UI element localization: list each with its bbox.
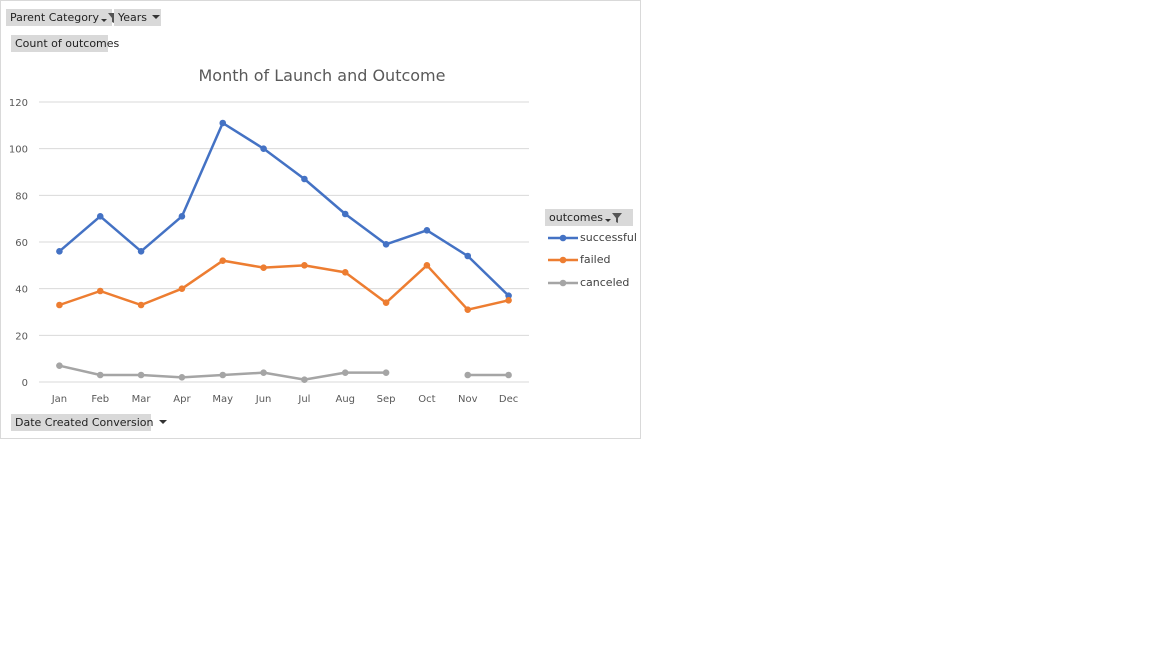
legend-swatch-successful [548,234,578,242]
y-tick-label: 0 [22,378,28,389]
data-point-successful[interactable] [423,227,431,234]
axis-field-label: Date Created Conversion [15,416,154,429]
data-point-canceled[interactable] [341,369,349,376]
data-point-canceled[interactable] [260,369,267,376]
years-filter-button[interactable]: Years [114,9,161,26]
legend-swatch-failed [548,256,578,264]
data-point-failed[interactable] [341,269,349,276]
data-point-successful[interactable] [137,248,145,255]
x-tick-label: Apr [173,394,191,405]
values-field-button[interactable]: Count of outcomes [11,35,119,52]
filter-funnel-icon [612,213,623,223]
values-field-label: Count of outcomes [15,37,120,50]
y-tick-label: 120 [9,98,28,109]
series-failed [56,257,512,313]
data-point-canceled[interactable] [137,371,145,379]
x-tick-label: Oct [418,394,435,405]
data-point-failed[interactable] [382,299,390,306]
x-axis-ticks: Jan Feb Mar Apr May Jun Jul Aug Sep Oct Nov Dec [51,394,519,405]
y-tick-label: 20 [15,331,28,342]
y-tick-label: 60 [15,238,28,249]
x-tick-label: Jan [51,394,67,405]
dropdown-arrow-icon [100,18,107,22]
data-point-failed[interactable] [56,301,63,309]
data-point-failed[interactable] [178,285,186,292]
series-lines [56,119,512,383]
axis-field-button[interactable]: Date Created Conversion [11,414,167,431]
data-point-canceled[interactable] [219,371,227,379]
chart-title: Month of Launch and Outcome [199,66,446,85]
data-point-successful[interactable] [219,119,227,127]
series-successful [56,119,512,299]
data-point-successful[interactable] [260,145,267,152]
data-point-canceled[interactable] [505,371,512,379]
y-tick-label: 100 [9,145,28,156]
pivot-chart-frame: Parent Category Years Count of outcomes … [0,0,641,439]
data-point-failed[interactable] [260,264,267,271]
x-tick-label: Jun [255,394,272,405]
x-tick-label: Jul [297,394,310,405]
x-tick-label: Feb [91,394,109,405]
data-point-failed[interactable] [423,262,431,269]
legend-label: failed [580,253,611,266]
parent-category-filter-button[interactable]: Parent Category [6,9,118,26]
data-point-successful[interactable] [382,241,390,248]
data-point-successful[interactable] [96,213,104,220]
x-tick-label: Nov [458,394,478,405]
data-point-failed[interactable] [301,262,308,269]
data-point-canceled[interactable] [178,374,186,381]
data-point-successful[interactable] [464,252,472,260]
data-point-failed[interactable] [219,257,227,264]
legend-label: successful [580,231,637,244]
y-tick-label: 40 [15,285,28,296]
data-point-failed[interactable] [464,306,472,313]
data-point-canceled[interactable] [464,371,472,379]
series-canceled [56,362,512,383]
legend-field-button[interactable]: outcomes [545,209,633,226]
y-tick-label: 80 [15,191,28,202]
x-tick-label: May [212,394,233,405]
gridlines [39,101,529,383]
y-axis-ticks: 0 20 40 60 80 100 120 [9,98,28,389]
data-point-canceled[interactable] [96,371,104,379]
x-tick-label: Mar [132,394,152,405]
data-point-failed[interactable] [96,287,104,295]
data-point-successful[interactable] [505,292,512,299]
x-tick-label: Dec [499,394,518,405]
dropdown-arrow-icon [152,15,161,19]
data-point-successful[interactable] [301,175,308,183]
data-point-failed[interactable] [137,301,145,309]
legend-swatch-canceled [548,279,578,287]
data-point-canceled[interactable] [301,376,308,383]
series-line-failed [59,259,509,311]
data-point-canceled[interactable] [382,369,390,376]
x-tick-label: Aug [335,394,355,405]
data-point-successful[interactable] [56,248,63,255]
data-point-canceled[interactable] [56,362,63,369]
legend-field-label: outcomes [549,211,604,224]
chart-plot: Month of Launch and Outcome 0 20 40 60 80 100… [9,66,529,405]
parent-category-label: Parent Category [10,11,99,24]
dropdown-arrow-icon [605,218,612,222]
series-line-successful [58,121,510,297]
dropdown-arrow-icon [158,420,167,424]
legend-label: canceled [580,276,630,289]
years-label: Years [118,11,148,24]
data-point-successful[interactable] [341,210,349,218]
data-point-failed[interactable] [505,297,512,304]
x-tick-label: Sep [377,394,396,405]
data-point-successful[interactable] [178,213,186,220]
